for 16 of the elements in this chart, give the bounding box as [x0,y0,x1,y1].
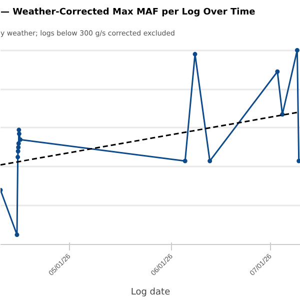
point [14,232,20,238]
point [208,158,212,164]
x-axis-title: Log date [130,288,171,298]
point [16,145,21,150]
chart-title: — Weather-Corrected Max MAF per Log Over Time [0,8,256,18]
point [16,128,22,132]
point [16,132,22,136]
point [182,158,188,164]
point [16,149,20,154]
point [294,48,300,53]
point [192,52,198,56]
point [16,141,21,146]
point [275,69,280,74]
point [296,158,300,164]
point [280,112,285,117]
point [16,154,20,160]
